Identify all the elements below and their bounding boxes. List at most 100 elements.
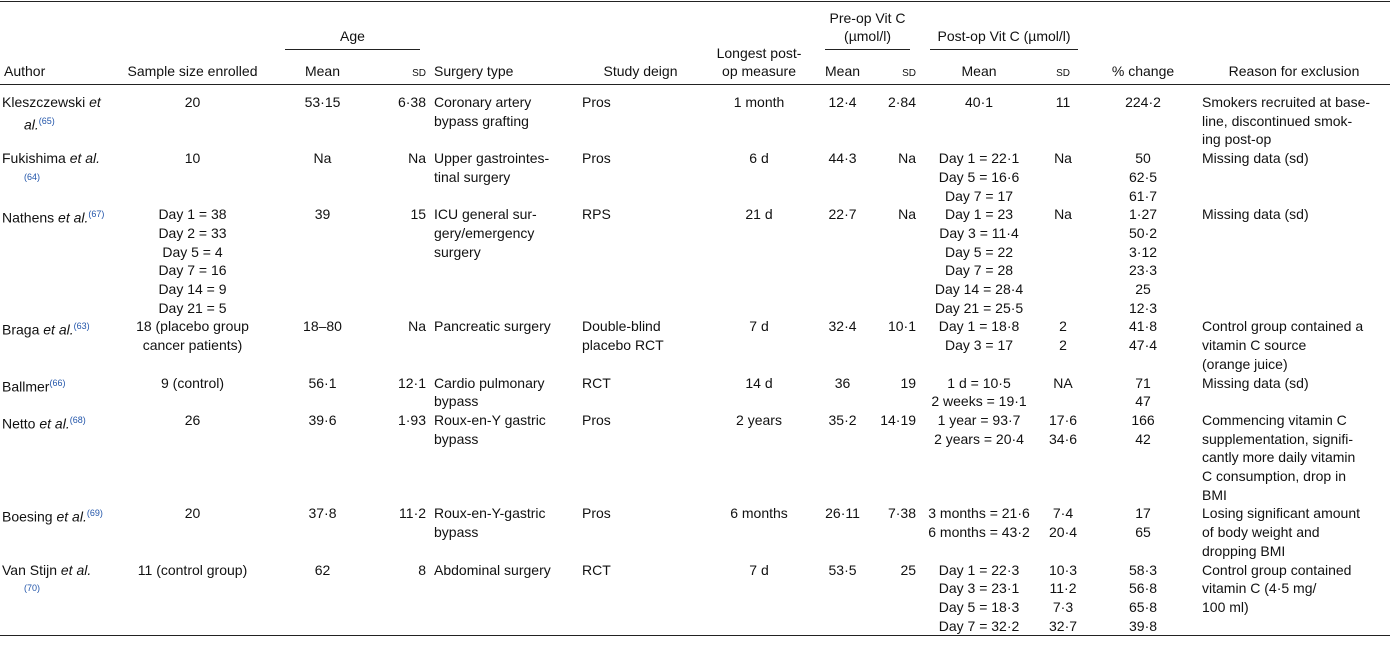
cell: Day 1 = 18·8 Day 3 = 17 bbox=[920, 317, 1038, 373]
text-line: 14 d bbox=[745, 374, 773, 391]
text-line: 15 bbox=[410, 206, 427, 223]
text-line: 23·3 bbox=[1129, 262, 1158, 279]
text-line: 12·3 bbox=[1129, 299, 1158, 316]
cell: 10·1 bbox=[870, 317, 920, 373]
text-line: Day 1 = 22·1 bbox=[938, 150, 1020, 167]
cell: 1 month bbox=[703, 85, 815, 150]
cell: Upper gastrointes-tinal surgery bbox=[430, 149, 578, 205]
cell: 2·84 bbox=[870, 85, 920, 150]
text-line: sd bbox=[1056, 63, 1070, 79]
column-header: Surgery type bbox=[430, 1, 579, 85]
text-line: Study deign bbox=[603, 63, 678, 79]
cell: Abdominal surgery bbox=[430, 561, 578, 636]
cell: 2 years bbox=[703, 411, 815, 505]
cell: 1·27 50·2 3·12 23·3 25 12·3 bbox=[1088, 205, 1198, 317]
column-header: sd bbox=[870, 52, 921, 85]
text-line: 2 bbox=[1059, 318, 1067, 335]
group-header: Pre-op Vit C (µmol/l) bbox=[815, 2, 920, 53]
cell: 53·15 bbox=[275, 85, 370, 150]
table-row: Netto et al.(68) 26 39·6 1·93 Roux-en-Y gast… bbox=[0, 411, 1390, 505]
cell: Day 1 = 22·3 Day 3 = 23·1 Day 5 = 18·3 Day … bbox=[920, 561, 1038, 636]
cell: 18–80 bbox=[275, 317, 370, 373]
cell: 39·6 bbox=[275, 411, 370, 505]
text-line: 26·11 bbox=[825, 505, 860, 522]
cell: Na bbox=[275, 149, 370, 205]
text-line: Na bbox=[898, 150, 917, 167]
group-header: Age bbox=[275, 2, 430, 53]
text-line: Pros bbox=[582, 150, 611, 167]
text-line: 14·19 bbox=[880, 411, 917, 428]
reference: (67) bbox=[88, 209, 105, 220]
text-line: 56·8 bbox=[1129, 580, 1158, 597]
text-line: Day 3 = 23·1 bbox=[938, 580, 1020, 597]
text-line: cantly more daily vitamin bbox=[1202, 449, 1356, 466]
text-line: 17 bbox=[1135, 505, 1151, 522]
cell: 7·4 20·4 bbox=[1038, 504, 1088, 560]
text-line: Mean bbox=[825, 63, 861, 79]
cell: 6 d bbox=[703, 149, 815, 205]
group-label: Post-op Vit C (µmol/l) bbox=[930, 27, 1079, 50]
text-line: 50 bbox=[1135, 150, 1151, 167]
text-line: Day 1 = 22·3 bbox=[938, 561, 1020, 578]
cell: Cardio pulmonary bypass bbox=[430, 374, 578, 411]
text-line: Sample size enrolled bbox=[127, 63, 258, 79]
text-line: dropping BMI bbox=[1202, 542, 1286, 559]
table-row: Braga et al.(63) 18 (placebo group cancer … bbox=[0, 317, 1390, 373]
text-line: Day 5 = 22 bbox=[944, 243, 1014, 260]
author-name: Ballmer bbox=[2, 378, 50, 395]
text-line: sd bbox=[902, 63, 917, 79]
text-line: Day 21 = 25·5 bbox=[934, 299, 1024, 316]
cell: 25 bbox=[870, 561, 920, 636]
cell: Day 1 = 22·1 Day 5 = 16·6 Day 7 = 17 bbox=[920, 149, 1038, 205]
text-line: 6 months = 43·2 bbox=[928, 524, 1030, 541]
cell: Na bbox=[870, 205, 920, 317]
cell: RCT bbox=[578, 374, 703, 411]
text-line: 2 weeks = 19·1 bbox=[931, 393, 1027, 410]
text-line: 20·4 bbox=[1049, 524, 1078, 541]
cell: 15 bbox=[370, 205, 430, 317]
reference: (64) bbox=[24, 171, 41, 182]
text-line: 25 bbox=[900, 561, 917, 578]
text-line: 3 months = 21·6 bbox=[928, 505, 1030, 522]
text-line: Day 14 = 9 bbox=[158, 281, 227, 298]
column-header: Study deign bbox=[578, 1, 704, 85]
text-line: 61·7 bbox=[1129, 187, 1158, 204]
author-cell: Nathens et al.(67) bbox=[0, 205, 110, 317]
cell: 6 months bbox=[703, 504, 815, 560]
text-line: 35·2 bbox=[828, 411, 857, 428]
text-line: Double-blind bbox=[582, 318, 661, 335]
text-line: Na bbox=[1054, 150, 1072, 167]
text-line: Day 5 = 18·3 bbox=[938, 598, 1020, 615]
text-line: tinal surgery bbox=[434, 168, 511, 185]
author-cell: Braga et al.(63) bbox=[0, 317, 110, 373]
cell: 22·7 bbox=[815, 205, 870, 317]
cell: 71 47 bbox=[1088, 374, 1198, 411]
cell: 44·3 bbox=[815, 149, 870, 205]
text-line: 1 year = 93·7 bbox=[937, 411, 1021, 428]
et-al: et al. bbox=[69, 150, 101, 167]
text-line: 12·4 bbox=[828, 94, 857, 110]
text-line: 18 (placebo group bbox=[136, 318, 249, 335]
column-header: % change bbox=[1088, 1, 1199, 85]
reference: (70) bbox=[24, 583, 41, 594]
author-name: Fukishima bbox=[2, 150, 66, 167]
cell: 10·3 11·2 7·3 32·7 bbox=[1038, 561, 1088, 636]
text-line: 47·4 bbox=[1129, 337, 1158, 354]
text-line: 6 months bbox=[730, 505, 788, 522]
et-al: et al. bbox=[24, 94, 101, 133]
cell: 7·38 bbox=[870, 504, 920, 560]
group-label: Age bbox=[285, 27, 421, 50]
text-line: 3·12 bbox=[1129, 243, 1158, 260]
cell: 58·3 56·8 65·8 39·8 bbox=[1088, 561, 1198, 636]
cell: 32·4 bbox=[815, 317, 870, 373]
column-header: Reason for exclusion bbox=[1198, 1, 1390, 85]
text-line: (µmol/l) bbox=[844, 28, 891, 44]
text-line: cancer patients) bbox=[142, 337, 243, 354]
author-cell: Fukishima et al. (64) bbox=[0, 149, 110, 205]
cell: Na bbox=[370, 317, 430, 373]
cell: 20 bbox=[110, 85, 275, 150]
text-line: Na bbox=[1054, 206, 1072, 223]
group-label: Pre-op Vit C (µmol/l) bbox=[825, 9, 911, 50]
text-line: Day 2 = 33 bbox=[158, 224, 227, 241]
text-line: ICU general sur- bbox=[434, 206, 537, 223]
